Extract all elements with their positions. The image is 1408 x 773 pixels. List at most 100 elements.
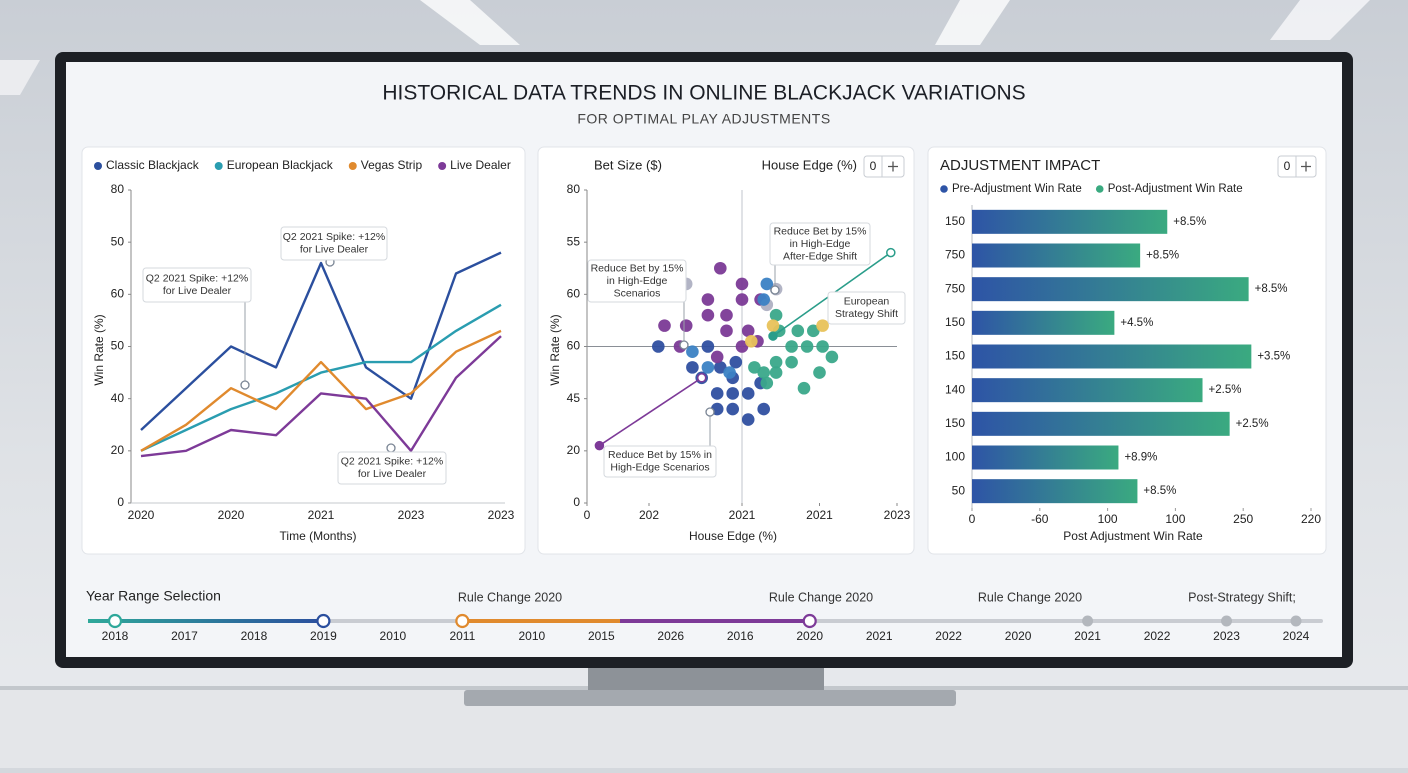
bar-note: +8.9% [1124, 452, 1157, 464]
timeline-title: Year Range Selection [86, 588, 221, 604]
legend-label: Post-Adjustment Win Rate [1108, 183, 1243, 195]
legend-swatch [214, 162, 223, 170]
bar [972, 209, 1168, 234]
timeline-year: 2022 [935, 629, 962, 643]
bar-note: +3.5% [1257, 351, 1290, 363]
timeline: Year Range Selection Rule Change 2020 Rul… [86, 588, 1323, 643]
annotation-text: in High-Edge [790, 238, 851, 250]
timeline-year: 2015 [588, 629, 615, 643]
annotation-text: Q2 2021 Spike: +12% [283, 231, 385, 243]
y-tick-label: 750 [945, 281, 965, 295]
timeline-year: 2018 [241, 629, 268, 643]
zoom-plus [1301, 161, 1311, 172]
scatter-point [735, 277, 749, 291]
scatter-point [757, 293, 770, 306]
timeline-handle[interactable] [1221, 615, 1233, 627]
series-line [140, 251, 502, 431]
bar [972, 277, 1249, 302]
scatter-point [748, 361, 761, 374]
trend-point [594, 440, 605, 451]
scatter-point [686, 345, 699, 359]
legend-label: Pre-Adjustment Win Rate [952, 183, 1082, 195]
bar-note: +8.5% [1143, 485, 1176, 497]
x-tick-label: 2021 [729, 508, 756, 522]
legend-swatch [1095, 185, 1104, 193]
scatter-point [816, 340, 829, 353]
scatter-point [769, 355, 783, 369]
annotation-box [769, 222, 871, 266]
scatter-point [760, 277, 774, 291]
timeline-handle[interactable] [316, 613, 331, 629]
series-line [140, 303, 502, 452]
y-tick-label: 150 [945, 214, 965, 228]
zoom-control[interactable] [863, 155, 905, 178]
panel-header: House Edge (%) [762, 157, 857, 172]
timeline-year: 2018 [102, 629, 129, 643]
bar [972, 310, 1115, 335]
ceiling-light [1270, 0, 1370, 40]
scatter-point [757, 366, 770, 379]
scatter-point [741, 387, 755, 400]
scatter-point [720, 308, 733, 322]
scatter-point [679, 319, 693, 332]
scatter-point [723, 366, 736, 379]
annotation-point [705, 407, 715, 417]
dashboard-subtitle: FOR OPTIMAL PLAY ADJUSTMENTS [577, 111, 830, 127]
y-tick-label: 45 [567, 391, 581, 405]
timeline-year: 2019 [310, 629, 337, 643]
trend-point [886, 247, 896, 258]
y-tick-label: 150 [945, 349, 965, 363]
scatter-point [797, 381, 811, 395]
scatter-point [745, 334, 758, 348]
timeline-year: 2017 [171, 629, 198, 643]
scatter-point [825, 350, 839, 364]
dashboard-title: HISTORICAL DATA TRENDS IN ONLINE BLACKJA… [382, 82, 1025, 105]
timeline-year: 2020 [796, 629, 823, 643]
x-tick-label: 250 [1233, 512, 1253, 526]
y-tick-label: 40 [111, 391, 125, 405]
annotation-text: Strategy Shift [835, 308, 898, 320]
timeline-handle[interactable] [455, 613, 470, 629]
legend-label: European Blackjack [227, 158, 334, 172]
y-tick-label: 50 [111, 339, 125, 353]
timeline-range [88, 619, 323, 623]
timeline-year: 2023 [1213, 629, 1240, 643]
timeline-handle[interactable] [1082, 615, 1094, 627]
scatter-point [652, 340, 665, 353]
annotation-text: Reduce Bet by 15% in [608, 449, 712, 461]
y-tick-label: 80 [111, 182, 125, 196]
x-tick-label: 2021 [806, 508, 833, 522]
timeline-year: 2022 [1144, 629, 1171, 643]
annotation-text: for Live Dealer [163, 285, 232, 297]
timeline-marker: Rule Change 2020 [458, 590, 562, 604]
annotation-text: European [844, 296, 890, 308]
scatter-point [710, 387, 724, 400]
monitor-base [464, 690, 956, 706]
annotation-box [587, 259, 687, 303]
timeline-year: 2011 [449, 629, 475, 643]
legend-label: Vegas Strip [361, 158, 423, 172]
trend-point [768, 331, 778, 341]
x-tick-label: 100 [1165, 512, 1185, 526]
timeline-handle[interactable] [1290, 615, 1302, 627]
scatter-point [701, 308, 715, 322]
timeline-handle[interactable] [802, 613, 817, 629]
bar-note: +2.5% [1209, 384, 1242, 396]
timeline-marker: Rule Change 2020 [978, 590, 1082, 604]
annotation-point [240, 380, 250, 390]
annotation-text: Reduce Bet by 15% [774, 225, 867, 237]
y-tick-label: 140 [945, 382, 965, 396]
annotation-point [770, 285, 780, 295]
scatter-point [729, 355, 743, 369]
scatter-point [760, 376, 774, 390]
scatter-point [701, 340, 715, 353]
legend-swatch [438, 162, 447, 170]
y-tick-label: 50 [111, 234, 125, 248]
timeline-handle[interactable] [107, 613, 123, 629]
annotation-box [603, 445, 717, 478]
y-tick-label: 80 [567, 182, 581, 196]
zoom-control[interactable] [1277, 155, 1317, 178]
timeline-range [620, 619, 808, 623]
x-tick-label: 100 [1098, 512, 1118, 526]
